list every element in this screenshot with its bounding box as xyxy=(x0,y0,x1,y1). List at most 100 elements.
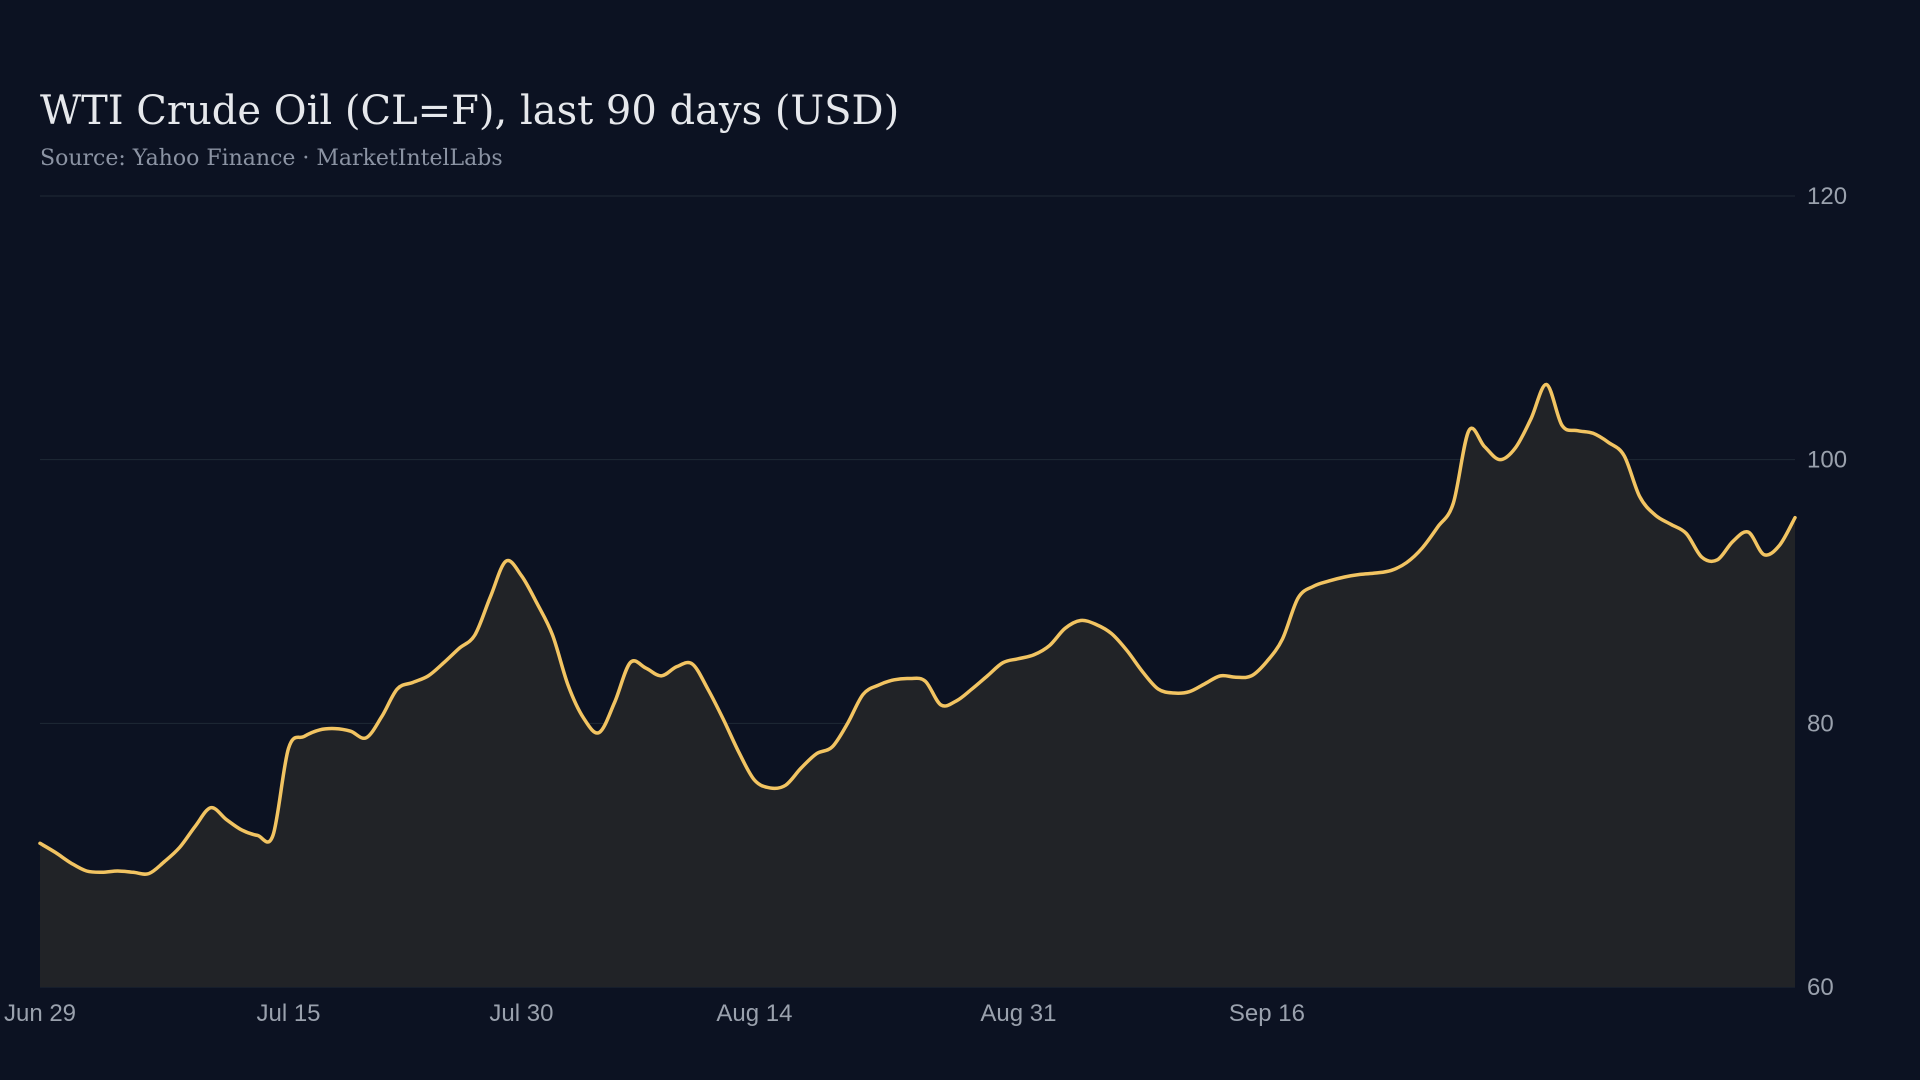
data-point xyxy=(1420,546,1424,550)
data-point xyxy=(644,666,648,670)
data-point xyxy=(706,687,710,691)
data-point xyxy=(923,679,927,683)
data-point xyxy=(1296,596,1300,600)
data-point xyxy=(815,752,819,756)
y-tick-label: 100 xyxy=(1807,447,1847,474)
data-point xyxy=(333,727,337,731)
data-point xyxy=(302,735,306,739)
data-point xyxy=(1343,575,1347,579)
y-tick-label: 60 xyxy=(1807,974,1834,1001)
x-axis: Jun 29 Jul 15 Jul 30 Aug 14 Aug 31 Sep 16 xyxy=(4,1000,1305,1027)
data-point xyxy=(597,731,601,735)
data-point xyxy=(1684,531,1688,535)
data-point xyxy=(737,750,741,754)
data-point xyxy=(1467,429,1471,433)
price-line xyxy=(38,382,1797,876)
data-point xyxy=(1172,691,1176,695)
data-point xyxy=(100,870,104,874)
data-point xyxy=(1653,513,1657,517)
x-tick-label: Aug 14 xyxy=(716,1000,792,1027)
data-point xyxy=(1110,632,1114,636)
data-point xyxy=(877,683,881,687)
x-tick-label: Jul 15 xyxy=(256,1000,320,1027)
data-point xyxy=(613,700,617,704)
data-point xyxy=(830,745,834,749)
data-point xyxy=(287,746,291,750)
data-point xyxy=(675,665,679,669)
data-point xyxy=(1001,661,1005,665)
data-point xyxy=(1079,619,1083,623)
data-point xyxy=(1048,644,1052,648)
data-point xyxy=(255,833,259,837)
data-point xyxy=(1498,458,1502,462)
data-point xyxy=(1280,637,1284,641)
data-point xyxy=(1374,571,1378,575)
data-point xyxy=(364,736,368,740)
data-point xyxy=(442,661,446,665)
data-point xyxy=(1187,690,1191,694)
data-point xyxy=(1451,501,1455,505)
data-point xyxy=(395,687,399,691)
data-point xyxy=(1513,446,1517,450)
data-point xyxy=(162,860,166,864)
data-point xyxy=(1327,579,1331,583)
data-point xyxy=(970,687,974,691)
data-point xyxy=(628,661,632,665)
data-point xyxy=(116,869,120,873)
data-point xyxy=(1793,516,1797,520)
data-point xyxy=(131,870,135,874)
data-point xyxy=(1715,558,1719,562)
x-tick-label: Sep 16 xyxy=(1229,1000,1305,1027)
data-point xyxy=(1731,539,1735,543)
data-point xyxy=(1265,659,1269,663)
data-point xyxy=(85,869,89,873)
data-point xyxy=(178,845,182,849)
data-point xyxy=(209,806,213,810)
data-point xyxy=(1746,530,1750,534)
data-point xyxy=(861,692,865,696)
data-point xyxy=(411,680,415,684)
data-point xyxy=(504,559,508,563)
data-point xyxy=(1405,561,1409,565)
data-point xyxy=(690,662,694,666)
data-point xyxy=(985,674,989,678)
data-point xyxy=(1141,670,1145,674)
data-point xyxy=(1622,454,1626,458)
data-point xyxy=(318,728,322,732)
chart-title: WTI Crude Oil (CL=F), last 90 days (USD) xyxy=(40,88,900,134)
y-axis: 60 80 100 120 xyxy=(1807,183,1847,1001)
data-point xyxy=(535,601,539,605)
data-point xyxy=(954,699,958,703)
data-point xyxy=(1669,522,1673,526)
data-point xyxy=(271,833,275,837)
data-point xyxy=(1063,626,1067,630)
data-point xyxy=(1576,429,1580,433)
data-point xyxy=(1203,682,1207,686)
data-point xyxy=(1762,553,1766,557)
data-point xyxy=(1591,431,1595,435)
data-point xyxy=(783,783,787,787)
data-point xyxy=(69,861,73,865)
data-point xyxy=(1529,417,1533,421)
data-point xyxy=(349,729,353,733)
data-point xyxy=(1607,441,1611,445)
data-point xyxy=(1234,675,1238,679)
data-point xyxy=(457,646,461,650)
data-point xyxy=(1700,555,1704,559)
data-point xyxy=(1249,674,1253,678)
data-point xyxy=(1436,525,1440,529)
data-point xyxy=(1358,572,1362,576)
data-point xyxy=(752,778,756,782)
chart-subtitle: Source: Yahoo Finance · MarketIntelLabs xyxy=(40,146,503,171)
data-point xyxy=(721,717,725,721)
x-tick-label: Aug 31 xyxy=(980,1000,1056,1027)
data-point xyxy=(659,674,663,678)
data-point xyxy=(551,633,555,637)
data-point xyxy=(1312,584,1316,588)
data-point xyxy=(1638,495,1642,499)
data-point xyxy=(240,828,244,832)
y-tick-label: 120 xyxy=(1807,183,1847,210)
data-point xyxy=(1482,444,1486,448)
data-point xyxy=(380,715,384,719)
